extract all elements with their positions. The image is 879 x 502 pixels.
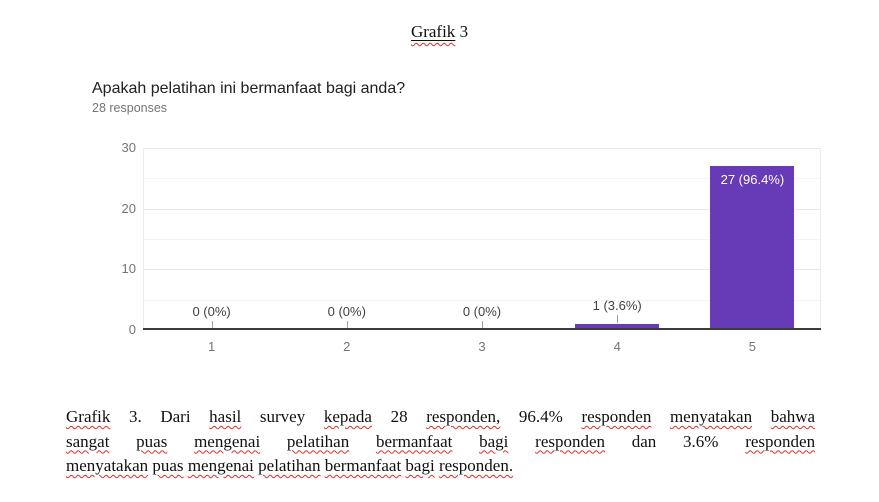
y-gridline-minor — [144, 178, 820, 180]
misspelled-word: mengenai — [187, 456, 254, 475]
misspelled-word: Grafik — [410, 22, 456, 41]
bar-label-stem — [211, 321, 213, 329]
caption-word: 96.4% — [518, 407, 563, 426]
x-axis-tick-label: 3 — [478, 339, 486, 354]
misspelled-word: puas — [136, 431, 168, 451]
misspelled-word: pelatihan — [286, 431, 350, 451]
misspelled-word: menyatakan — [669, 407, 753, 426]
misspelled-word: kepada — [323, 407, 372, 426]
misspelled-word: mengenai — [194, 431, 261, 451]
chart-responses-count: 28 responses — [92, 101, 168, 115]
caption-line: menyatakan puas mengenai pelatihan berma… — [66, 454, 815, 479]
misspelled-word: hasil — [209, 407, 242, 426]
y-axis-tick-label: 20 — [121, 200, 136, 216]
figure-title-underlined-word: Grafik — [411, 22, 455, 41]
y-gridline-minor — [144, 299, 820, 301]
bar-value-label: 1 (3.6%) — [592, 297, 642, 313]
figure-title[interactable]: Grafik 3 — [0, 22, 879, 42]
misspelled-word: bagi — [405, 456, 435, 475]
y-axis-tick-label: 10 — [121, 261, 136, 277]
misspelled-word: responden, — [426, 407, 501, 426]
bar-label-stem — [346, 321, 348, 329]
misspelled-word: Grafik — [66, 407, 111, 426]
caption-word: dan — [631, 431, 657, 451]
bar-value-label: 0 (0%) — [327, 304, 366, 319]
misspelled-word: responden. — [438, 456, 514, 475]
caption-word: 3.6% — [683, 431, 719, 451]
misspelled-word: bahwa — [770, 407, 815, 426]
caption-word: survey — [259, 407, 306, 426]
misspelled-word: sangat — [66, 431, 110, 451]
caption-word: 3. — [128, 407, 142, 426]
bar-value-label: 0 (0%) — [462, 304, 502, 319]
caption-line: sangat puas mengenai pelatihan bermanfaa… — [66, 430, 815, 455]
misspelled-word: responden — [581, 407, 652, 426]
y-axis-tick-label: 0 — [128, 322, 136, 337]
y-gridline — [144, 269, 820, 271]
misspelled-word: menyatakan — [66, 456, 149, 475]
misspelled-word: pelatihan — [258, 456, 321, 475]
y-axis-tick-label: 30 — [121, 140, 136, 155]
misspelled-word: puas — [152, 456, 184, 475]
y-gridline — [144, 148, 820, 149]
bar-label-stem — [617, 314, 619, 323]
bar-chart-plot: 0 10 20 30 1 0 (0%) 2 0 (0%) 3 0 (0%) 4 1 (3.6%) 5 27… — [122, 140, 821, 354]
x-axis-tick-label: 5 — [748, 339, 756, 354]
chart-question-title: Apakah pelatihan ini bermanfaat bagi and… — [92, 80, 406, 97]
bar-value-label: 27 (96.4%) — [720, 172, 785, 188]
y-gridline-minor — [144, 239, 820, 240]
x-axis-tick-label: 1 — [207, 339, 216, 354]
figure-caption[interactable]: Grafik 3. Dari hasil survey kepada 28 re… — [66, 405, 815, 479]
y-gridline — [144, 208, 820, 210]
bar-label-stem — [482, 321, 483, 329]
caption-word: Dari — [160, 407, 191, 426]
misspelled-word: bagi — [479, 431, 509, 451]
misspelled-word: bermanfaat — [375, 431, 453, 451]
caption-line: Grafik 3. Dari hasil survey kepada 28 re… — [66, 405, 815, 430]
figure-title-number: 3 — [455, 22, 469, 41]
x-axis-tick-label: 2 — [343, 339, 351, 354]
bar — [575, 323, 660, 330]
caption-word: 28 — [390, 407, 408, 426]
misspelled-word: responden — [535, 431, 606, 451]
bar — [710, 166, 795, 330]
misspelled-word: bermanfaat — [324, 456, 402, 475]
misspelled-word: responden — [745, 431, 815, 451]
bar-value-label: 0 (0%) — [192, 304, 231, 319]
x-axis-baseline — [143, 328, 821, 330]
x-axis-tick-label: 4 — [613, 339, 621, 354]
